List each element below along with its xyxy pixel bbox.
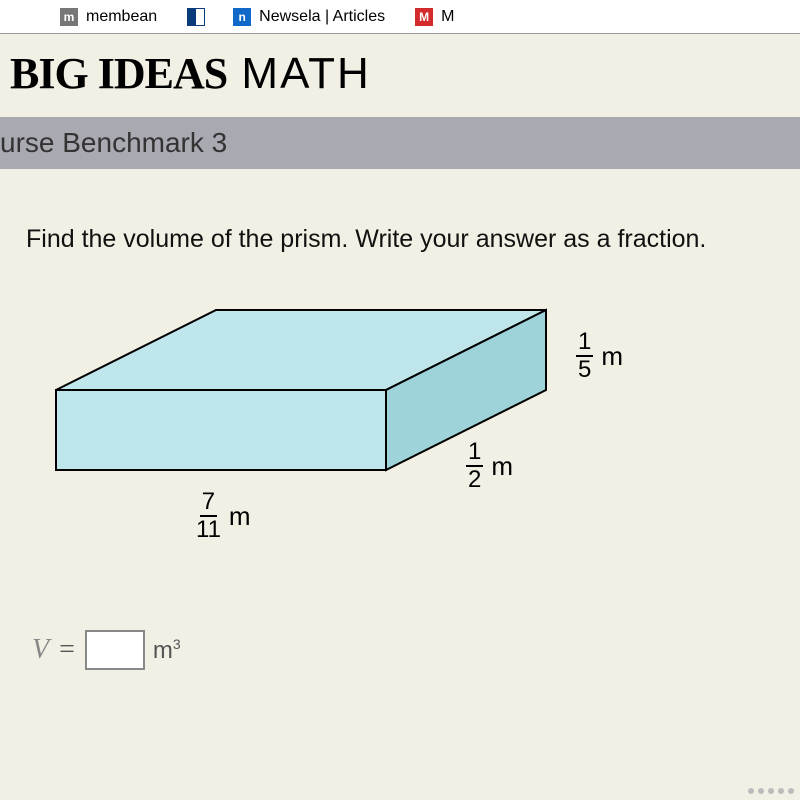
bookmark-label: Newsela | Articles [259,8,385,26]
split-icon [187,8,205,26]
unit-m: m [491,451,513,482]
dimension-height: 1 5 m [576,330,623,382]
fraction-height: 1 5 [576,330,593,382]
bookmark-unknown[interactable] [187,8,213,26]
answer-input[interactable] [85,630,145,670]
brand-bold: BIG IDEAS [10,49,227,98]
answer-row: V = m3 [32,630,774,670]
bookmark-m[interactable]: M M [415,8,454,26]
content-area: Find the volume of the prism. Write your… [0,169,800,670]
newsela-icon: n [233,8,251,26]
prism-figure: 1 5 m 1 2 m 7 11 m [36,290,696,590]
m-icon: M [415,8,433,26]
volume-symbol: V [32,634,49,666]
membean-icon: m [60,8,78,26]
fraction-width: 1 2 [466,440,483,492]
brand-title: BIG IDEAS MATH [0,34,800,117]
unit-cubic-meters: m3 [153,636,181,665]
bookmark-label: M [441,8,454,26]
unit-m: m [229,501,251,532]
resize-dots-icon [748,788,794,794]
unit-m: m [601,341,623,372]
dimension-width: 1 2 m [466,440,513,492]
brand-light: MATH [227,49,371,98]
equals-sign: = [59,634,75,666]
bookmarks-bar: m membean n Newsela | Articles M M [0,0,800,34]
dimension-length: 7 11 m [196,490,251,542]
prism-svg [36,290,596,550]
breadcrumb-text: urse Benchmark 3 [0,127,227,158]
bookmark-membean[interactable]: m membean [60,8,157,26]
question-prompt: Find the volume of the prism. Write your… [26,225,774,254]
bookmark-label: membean [86,8,157,26]
bookmark-newsela[interactable]: n Newsela | Articles [233,8,385,26]
fraction-length: 7 11 [196,490,221,542]
breadcrumb: urse Benchmark 3 [0,117,800,169]
